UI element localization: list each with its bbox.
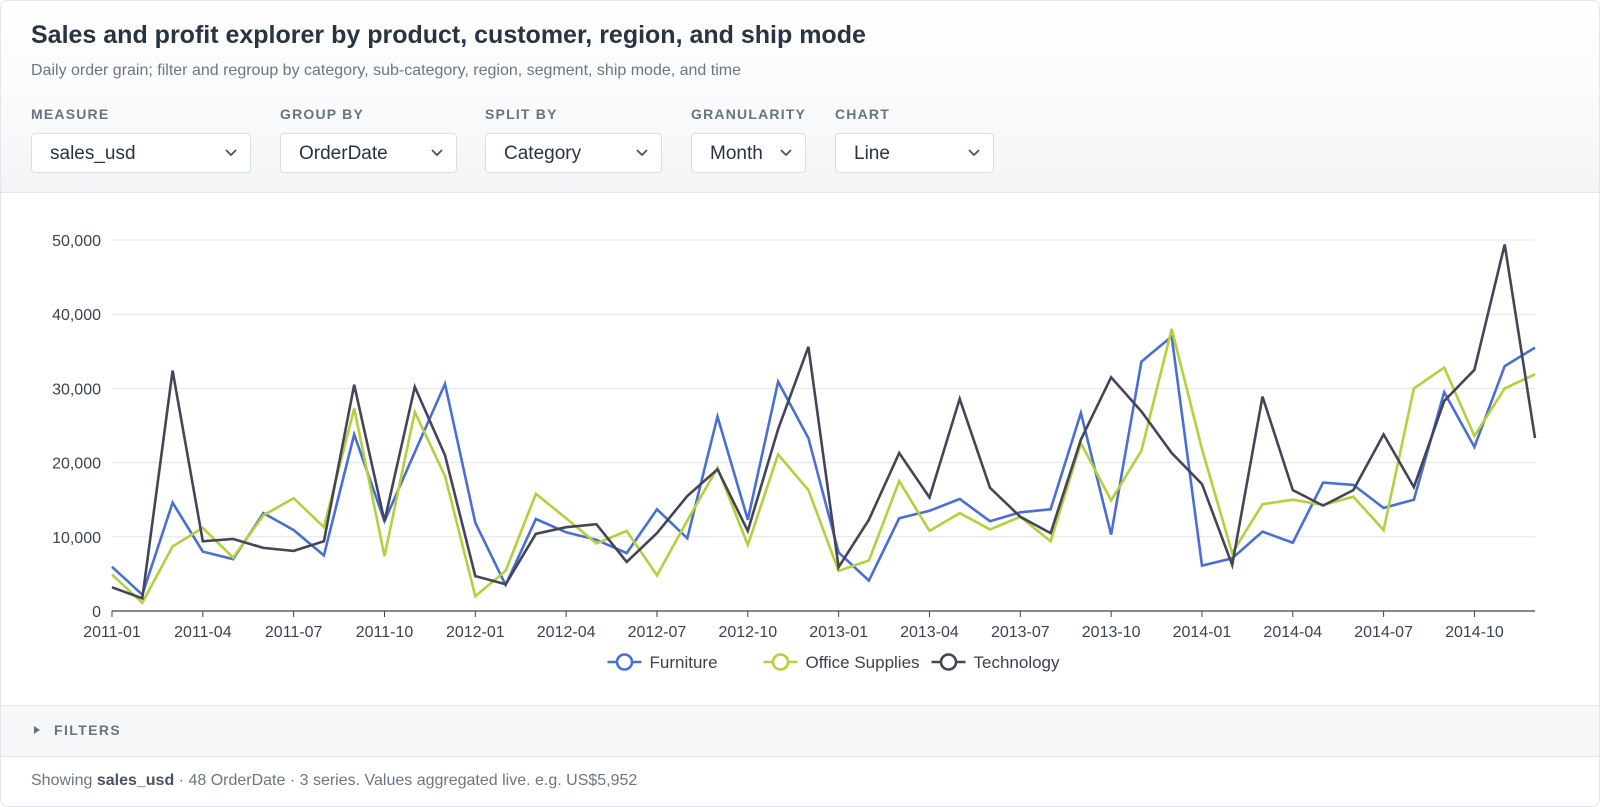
chart-series <box>111 244 1537 605</box>
filters-toggle[interactable]: FILTERS <box>1 705 1599 757</box>
measure-label: MEASURE <box>31 106 110 122</box>
series-line-technology <box>111 244 1537 601</box>
y-tick-label: 30,000 <box>52 381 101 398</box>
filters-label: FILTERS <box>54 722 122 738</box>
x-tick-label: 2014-04 <box>1263 624 1322 641</box>
legend-item-technology[interactable]: Technology <box>931 653 1061 672</box>
chevron-down-icon <box>780 149 792 157</box>
page-subtitle: Daily order grain; filter and regroup by… <box>31 62 741 79</box>
legend-item-office-supplies[interactable]: Office Supplies <box>763 653 920 672</box>
group-by-value: OrderDate <box>299 143 388 164</box>
line-chart: 0 10,000 20,000 30,000 40,000 50,000 2011-01 20… <box>52 233 1537 672</box>
chevron-down-icon <box>636 149 648 157</box>
granularity-label: GRANULARITY <box>691 106 807 122</box>
split-by-value: Category <box>504 143 582 164</box>
series-line-furniture <box>111 333 1536 598</box>
x-tick-label: 2013-10 <box>1082 624 1141 641</box>
x-tick-label: 2012-07 <box>628 624 687 641</box>
page-title: Sales and profit explorer by product, cu… <box>31 21 866 49</box>
split-by-label: SPLIT BY <box>485 106 558 122</box>
x-tick-label: 2014-07 <box>1354 624 1413 641</box>
legend-label: Furniture <box>650 653 718 672</box>
x-tick-label: 2011-01 <box>83 624 141 641</box>
split-by-select[interactable]: Category <box>485 133 662 173</box>
legend-marker <box>939 653 958 671</box>
x-tick-label: 2011-10 <box>356 624 414 641</box>
x-tick-label: 2014-10 <box>1445 624 1504 641</box>
y-tick-label: 40,000 <box>52 307 101 324</box>
y-tick-label: 50,000 <box>52 233 101 250</box>
legend-item-furniture[interactable]: Furniture <box>607 653 718 672</box>
x-tick-label: 2012-04 <box>537 624 596 641</box>
chart-type-label: CHART <box>835 106 890 122</box>
chevron-down-icon <box>431 149 443 157</box>
series-line-office-supplies <box>111 328 1536 605</box>
granularity-select[interactable]: Month <box>691 133 806 173</box>
chart-grid <box>112 239 1535 538</box>
granularity-value: Month <box>710 143 763 164</box>
status-measure: sales_usd <box>96 772 175 789</box>
status-text: Showing sales_usd · 48 OrderDate · 3 ser… <box>31 772 637 790</box>
y-tick-label: 20,000 <box>52 456 101 473</box>
y-tick-label: 10,000 <box>52 530 101 547</box>
y-tick-label: 0 <box>92 604 101 621</box>
legend-marker <box>615 653 634 671</box>
measure-value: sales_usd <box>50 143 136 164</box>
x-tick-label: 2011-04 <box>174 624 232 641</box>
chart-type-select[interactable]: Line <box>835 133 994 173</box>
measure-select[interactable]: sales_usd <box>31 133 251 173</box>
chart-type-value: Line <box>854 143 890 164</box>
legend-marker <box>771 653 790 671</box>
x-tick-label: 2012-01 <box>446 624 505 641</box>
legend-label: Office Supplies <box>806 653 920 672</box>
chevron-down-icon <box>968 149 980 157</box>
group-by-select[interactable]: OrderDate <box>280 133 457 173</box>
x-tick-label: 2014-01 <box>1173 624 1232 641</box>
x-tick-label: 2013-04 <box>900 624 959 641</box>
status-prefix: Showing <box>31 772 93 789</box>
chart-legend[interactable]: Furniture Office Supplies Technology <box>607 653 1061 672</box>
x-tick-label: 2013-01 <box>809 624 868 641</box>
caret-right-icon <box>34 726 40 734</box>
legend-label: Technology <box>974 653 1061 672</box>
group-by-label: GROUP BY <box>280 106 365 122</box>
chart-panel: 0 10,000 20,000 30,000 40,000 50,000 2011-01 20… <box>1 193 1599 705</box>
x-tick-label: 2012-10 <box>718 624 777 641</box>
status-suffix: · 48 OrderDate · 3 series. Values aggreg… <box>178 772 638 789</box>
x-tick-label: 2013-07 <box>991 624 1050 641</box>
x-tick-label: 2011-07 <box>265 624 323 641</box>
chevron-down-icon <box>225 149 237 157</box>
chart-axes: 0 10,000 20,000 30,000 40,000 50,000 2011-01 20… <box>52 233 1535 641</box>
header: Sales and profit explorer by product, cu… <box>1 1 1599 193</box>
